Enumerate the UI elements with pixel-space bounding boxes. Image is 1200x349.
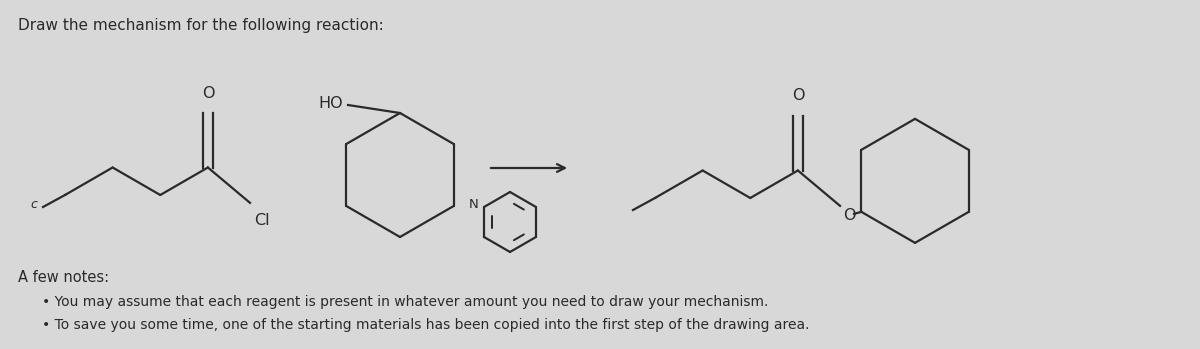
Text: HO: HO	[318, 96, 343, 111]
Text: O: O	[844, 208, 856, 223]
Text: N: N	[468, 199, 478, 211]
Text: A few notes:: A few notes:	[18, 270, 109, 285]
Text: O: O	[792, 89, 804, 104]
Text: • You may assume that each reagent is present in whatever amount you need to dra: • You may assume that each reagent is pr…	[42, 295, 768, 309]
Text: Cl: Cl	[254, 213, 270, 228]
Text: Draw the mechanism for the following reaction:: Draw the mechanism for the following rea…	[18, 18, 384, 33]
Text: • To save you some time, one of the starting materials has been copied into the : • To save you some time, one of the star…	[42, 318, 810, 332]
Text: O: O	[202, 86, 214, 101]
Text: c: c	[30, 199, 37, 211]
